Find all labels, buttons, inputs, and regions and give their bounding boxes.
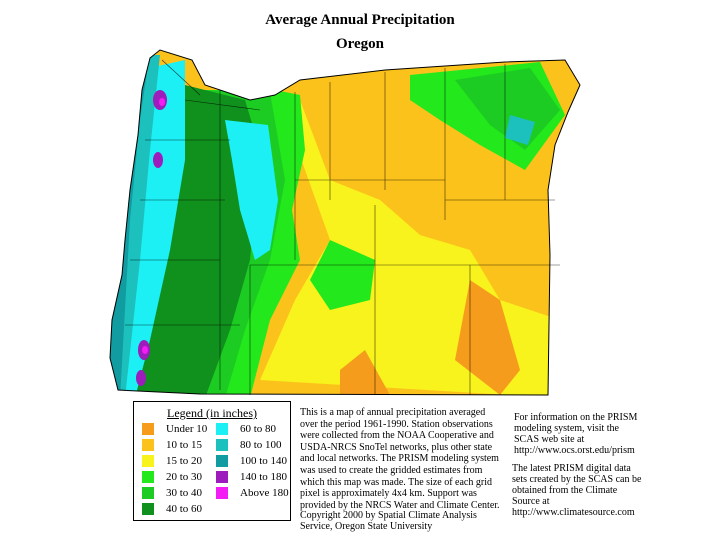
description-text: This is a map of annual precipitation av… [300,407,500,511]
legend-label: 10 to 15 [166,439,203,451]
legend-label: 20 to 30 [166,471,203,483]
legend-swatch [142,487,154,499]
legend-label: Under 10 [166,423,208,435]
map-subtitle: Oregon [335,36,385,52]
legend-item: 15 to 20 [142,454,202,468]
oregon-precipitation-map [109,49,581,396]
legend-item: Above 180 [216,486,289,500]
zone-central-wet [310,240,375,310]
state-outline [109,49,581,396]
prism-info-text: For information on the PRISM modeling sy… [514,412,638,456]
legend-label: 15 to 20 [166,455,203,467]
zone-blues-wettest [505,115,535,145]
peak-140-180-b [153,152,163,168]
legend-swatch [216,439,228,451]
legend-label: 100 to 140 [240,455,288,467]
legend-item: 40 to 60 [142,502,202,516]
legend-item: 30 to 40 [142,486,202,500]
legend-item: 10 to 15 [142,438,202,452]
legend-label: 140 to 180 [240,471,288,483]
copyright-text: Copyright 2000 by Spatial Climate Analys… [300,510,477,532]
legend-swatch [142,471,154,483]
legend-swatch [216,455,228,467]
legend-swatch [216,471,228,483]
legend-swatch [142,439,154,451]
zone-blues-wetter [455,68,560,150]
county-boundaries [125,59,560,395]
zone-under-10-a [455,280,520,395]
legend-swatch [142,455,154,467]
legend-item: 20 to 30 [142,470,202,484]
legend-label: Above 180 [240,487,289,499]
legend-item: 60 to 80 [216,422,276,436]
legend-swatch [216,487,228,499]
legend-label: 60 to 80 [240,423,277,435]
peak-above-180-b [142,346,148,354]
legend-swatch [142,503,154,515]
legend-item: Under 10 [142,422,207,436]
peak-140-180-d [136,370,146,386]
legend-label: 40 to 60 [166,503,203,515]
zone-under-10-b [340,350,390,395]
legend-item: 80 to 100 [216,438,282,452]
legend-item: 100 to 140 [216,454,287,468]
peak-above-180-a [159,98,165,106]
zone-60-80-cascades [225,120,278,260]
legend-swatch [216,423,228,435]
legend-swatch [142,423,154,435]
legend: Legend (in inches) Under 10 10 to 15 15 to… [133,401,291,521]
data-source-text: The latest PRISM digital data sets creat… [512,463,642,518]
legend-label: 80 to 100 [240,439,282,451]
legend-label: 30 to 40 [166,487,203,499]
legend-title: Legend (in inches) [167,406,257,420]
legend-item: 140 to 180 [216,470,287,484]
map-title: Average Annual Precipitation [265,12,455,28]
